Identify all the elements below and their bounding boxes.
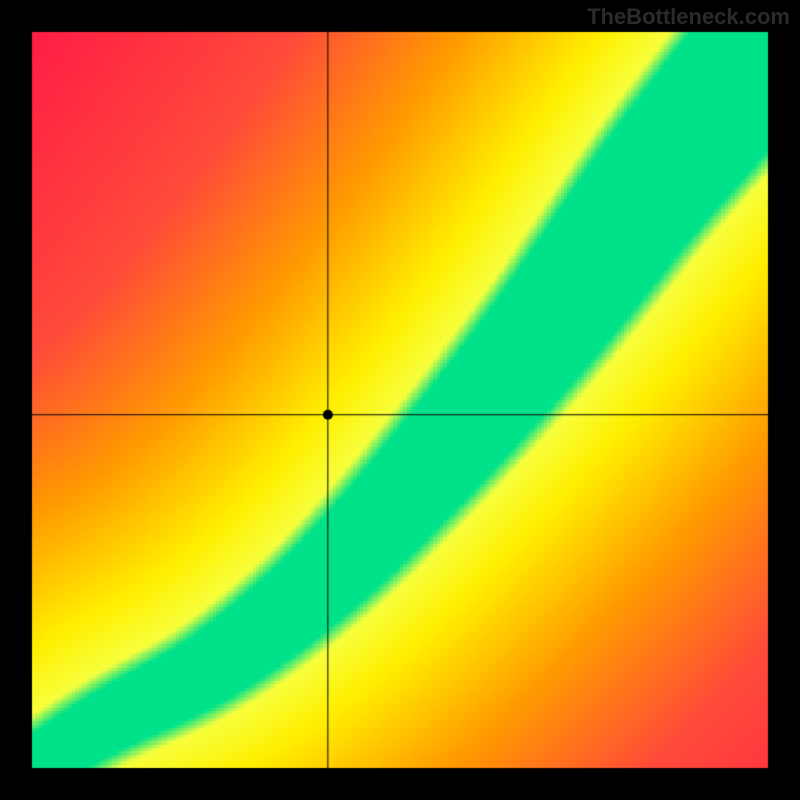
heatmap-canvas	[0, 0, 800, 800]
watermark-text: TheBottleneck.com	[587, 4, 790, 30]
chart-container: TheBottleneck.com	[0, 0, 800, 800]
